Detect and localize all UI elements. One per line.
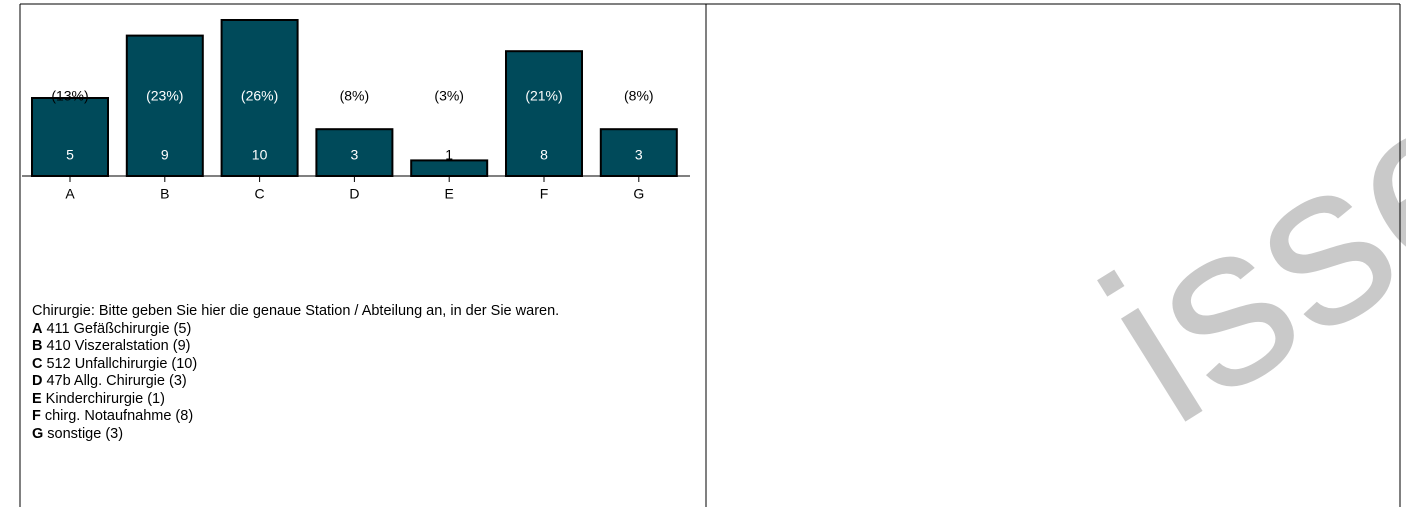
count-label: 3 (351, 147, 359, 163)
legend-item: C 512 Unfallchirurgie (10) (32, 356, 672, 374)
percent-label: (21%) (525, 88, 562, 104)
x-tick-label: A (65, 186, 75, 202)
legend-letter: C (32, 355, 43, 372)
percent-label: (3%) (434, 88, 464, 104)
legend-letter: B (32, 338, 43, 354)
legend-label: 410 Viszeralstation (9) (46, 338, 191, 354)
bar (599, 128, 678, 177)
legend: A 411 Gefäßchirurgie (5) B 410 Viszeralstat… (32, 321, 672, 444)
count-label: 3 (635, 147, 643, 163)
x-tick-label: B (160, 186, 169, 202)
legend-label: 411 Gefäßchirurgie (5) (46, 320, 192, 337)
count-label: 9 (161, 147, 169, 163)
percent-label: (8%) (624, 88, 654, 104)
count-label: 1 (445, 147, 453, 163)
x-tick-label: C (255, 186, 265, 202)
bar (125, 34, 204, 177)
bar (31, 97, 109, 177)
question-title: Chirurgie: Bitte geben Sie hier die gena… (32, 303, 560, 319)
percent-label: (8%) (340, 88, 370, 104)
legend-label: chirg. Notaufnahme (8) (44, 408, 194, 424)
legend-letter: E (32, 390, 42, 407)
legend-item: B 410 Viszeralstation (9) (32, 338, 672, 356)
bar (410, 159, 489, 177)
legend-item: E Kinderchirurgie (1) (32, 391, 672, 409)
x-tick-label: D (349, 186, 359, 202)
legend-label: sonstige (3) (47, 425, 124, 442)
legend-label: 512 Unfallchirurgie (10) (46, 355, 198, 372)
x-tick-label: E (445, 186, 454, 202)
legend-label: 47b Allg. Chirurgie (3) (46, 373, 187, 389)
legend-item: D 47b Allg. Chirurgie (3) (32, 373, 672, 391)
question-block: Chirurgie: Bitte geben Sie hier die gena… (32, 303, 672, 443)
legend-item: A 411 Gefäßchirurgie (5) (32, 321, 672, 339)
count-label: 10 (252, 147, 268, 163)
legend-letter: D (32, 373, 43, 389)
legend-letter: G (32, 425, 44, 442)
legend-letter: F (32, 408, 41, 424)
count-label: 8 (540, 147, 548, 163)
x-tick-label: F (540, 186, 549, 202)
bar (505, 50, 583, 178)
count-label: 5 (66, 147, 74, 163)
percent-label: (13%) (51, 88, 88, 104)
percent-label: (23%) (146, 88, 183, 104)
legend-letter: A (32, 320, 43, 337)
x-tick-label: G (633, 186, 644, 202)
percent-label: (26%) (241, 88, 278, 104)
legend-label: Kinderchirurgie (1) (45, 390, 165, 407)
